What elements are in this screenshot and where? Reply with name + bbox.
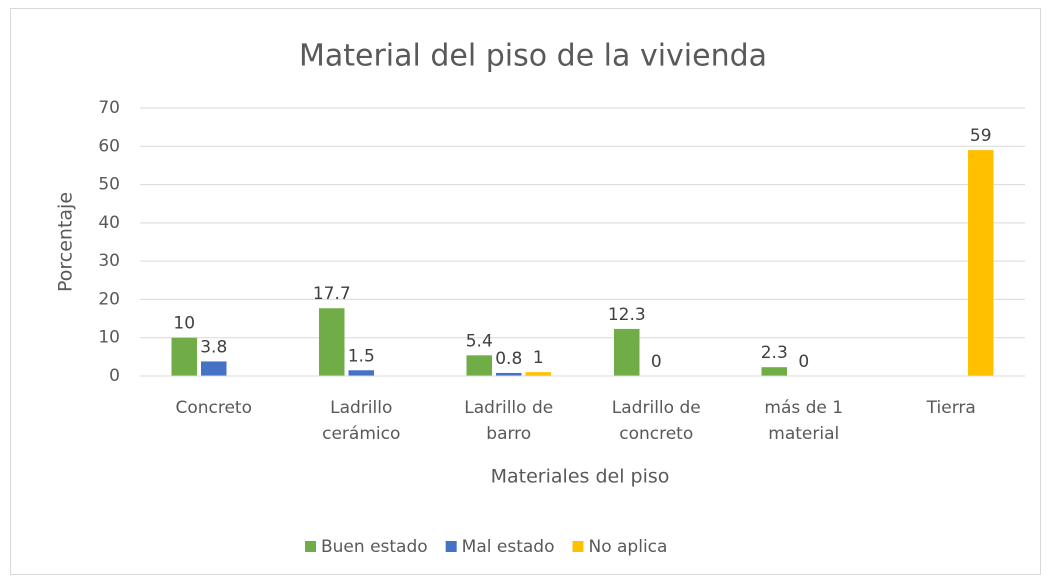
legend-label: Mal estado <box>462 537 555 557</box>
x-tick-label: Ladrillo de barro <box>464 398 554 444</box>
chart-title: Material del piso de la vivienda <box>299 39 767 74</box>
bar <box>525 372 551 376</box>
y-tick-label: 40 <box>98 213 120 233</box>
data-label: 1.5 <box>348 346 375 366</box>
legend-swatch <box>305 541 316 552</box>
bar <box>171 337 197 376</box>
legend-swatch <box>572 541 584 552</box>
y-tick-label: 70 <box>98 98 120 118</box>
data-label: 3.8 <box>200 337 227 357</box>
data-label: 12.3 <box>608 305 646 325</box>
y-tick-label: 60 <box>98 136 120 156</box>
bar <box>348 370 374 376</box>
x-tick-label: más de 1 material <box>764 398 844 444</box>
x-axis-title: Materiales del piso <box>491 466 670 488</box>
data-label: 0 <box>798 352 809 372</box>
y-tick-label: 50 <box>98 175 120 195</box>
legend-label: Buen estado <box>321 537 428 557</box>
y-tick-label: 10 <box>98 328 120 348</box>
data-label: 59 <box>970 126 992 146</box>
y-axis-title: Porcentaje <box>55 192 77 292</box>
legend-label: No aplica <box>588 537 667 557</box>
chart-frame <box>10 8 1041 575</box>
y-tick-label: 0 <box>109 366 120 386</box>
x-tick-label: Ladrillo de concreto <box>611 398 701 444</box>
legend-swatch <box>445 541 457 552</box>
data-label: 2.3 <box>761 343 788 363</box>
data-label: 10 <box>173 314 195 334</box>
x-tick-label: Concreto <box>175 398 253 418</box>
data-label: 1 <box>533 348 544 368</box>
bar <box>466 355 492 376</box>
y-tick-label: 20 <box>98 289 120 309</box>
bar <box>968 150 994 376</box>
x-tick-label: Tierra <box>926 398 976 418</box>
data-label: 5.4 <box>466 331 493 351</box>
x-tick-label: Ladrillo cerámico <box>322 398 401 444</box>
data-label: 0.8 <box>495 349 522 369</box>
bar <box>761 367 787 376</box>
bar <box>201 361 227 376</box>
data-label: 17.7 <box>313 284 351 304</box>
bar <box>319 308 345 376</box>
bar <box>496 372 522 376</box>
bar <box>614 328 640 376</box>
y-tick-label: 30 <box>98 251 120 271</box>
data-label: 0 <box>651 352 662 372</box>
